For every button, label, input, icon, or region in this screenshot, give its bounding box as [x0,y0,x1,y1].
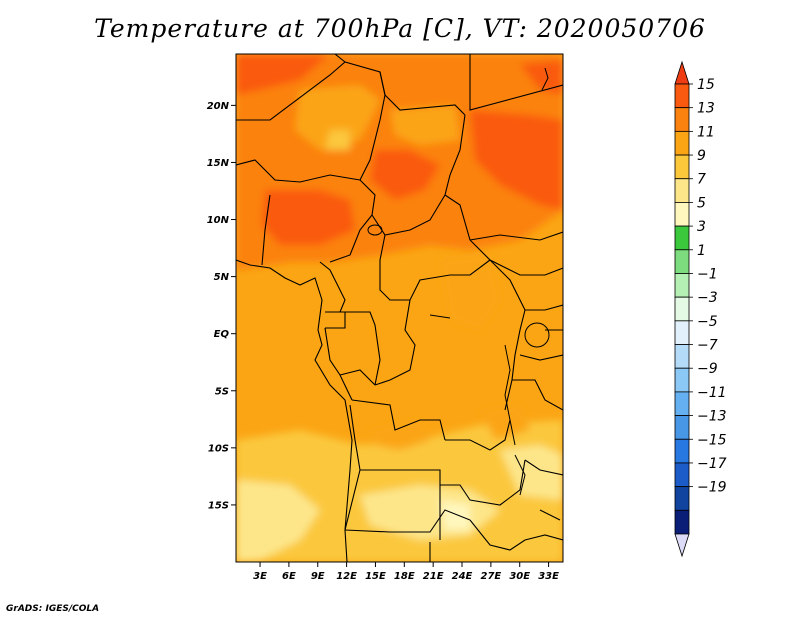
colorbar-label: −11 [697,385,727,401]
lat-tick-label: 5S [215,386,229,397]
colorbar-swatch [674,107,690,132]
colorbar-swatch [674,202,690,227]
colorbar-swatch [674,296,690,322]
colorbar-bottom-arrow [674,533,690,558]
map-frame [235,53,564,563]
colorbar-label: 3 [697,219,706,235]
colorbar: 15 13 11 9 7 5 3 1 −1 −3 −5 −7 −9 −11 −13 −15 −17 −19 [674,60,727,558]
colorbar-label: 5 [697,195,706,211]
temperature-field [236,54,563,562]
lon-tick-label: 27E [480,571,501,582]
coastline [236,259,353,562]
colorbar-label: −7 [697,338,718,354]
colorbar-swatch [674,225,690,251]
colorbar-label: 7 [697,172,706,188]
colorbar-swatch [674,130,690,156]
lon-tick-label: 21E [423,571,444,582]
lakes [367,67,550,496]
colorbar-swatch [674,154,690,180]
colorbar-swatch [674,178,690,203]
lat-tick-label: 10S [208,443,229,454]
lon-tick-label: 15E [365,571,386,582]
colorbar-swatch [674,273,690,298]
colorbar-swatch [674,462,690,488]
colorbar-label: −13 [697,409,727,425]
map-title: Temperature at 700hPa [C], VT: 202005070… [94,14,706,43]
lat-tick-label: 5N [214,272,230,283]
lat-tick-label: 10N [207,215,230,226]
colorbar-label: 1 [697,243,706,259]
lon-tick-label: 6E [282,571,296,582]
lon-tick-label: 30E [509,571,530,582]
colorbar-swatch [674,344,690,369]
colorbar-label: −9 [697,361,718,377]
colorbar-label: −15 [697,432,727,448]
colorbar-label: 9 [697,148,706,164]
colorbar-label: 11 [697,124,715,140]
colorbar-top-arrow [674,60,690,85]
colorbar-swatch [674,249,690,274]
colorbar-swatch [674,83,690,109]
colorbar-label: 13 [697,101,715,117]
lon-tick-label: 3E [253,571,267,582]
lat-tick-label: 15S [208,500,229,511]
colorbar-label: −3 [697,290,718,306]
colorbar-label: 15 [697,77,715,93]
lat-tick-label: 15N [207,158,230,169]
colorbar-swatch [674,438,690,464]
colorbar-label: −5 [697,314,718,330]
lon-tick-label: 24E [452,571,473,582]
lat-tick-label: EQ [214,329,230,340]
lat-tick-label: 20N [207,101,230,112]
lon-tick-label: 9E [311,571,325,582]
colorbar-swatch [674,415,690,440]
colorbar-swatch [674,320,690,345]
colorbar-swatch [674,509,690,535]
colorbar-label: −19 [697,480,727,496]
colorbar-label: −17 [697,456,727,472]
colorbar-swatch [674,367,690,393]
longitude-axis: 3E 6E 9E 12E 15E 18E 21E 24E 27E 30E 33E [253,562,559,582]
lon-tick-label: 33E [538,571,559,582]
latitude-axis: 20N 15N 10N 5N EQ 5S 10S 15S [207,101,236,511]
lon-tick-label: 18E [394,571,415,582]
country-borders [236,54,563,562]
credit-label: GrADS: IGES/COLA [6,604,100,614]
colorbar-label: −1 [697,266,718,282]
lon-tick-label: 12E [336,571,357,582]
colorbar-swatch [674,391,690,416]
colorbar-swatch [674,486,690,511]
